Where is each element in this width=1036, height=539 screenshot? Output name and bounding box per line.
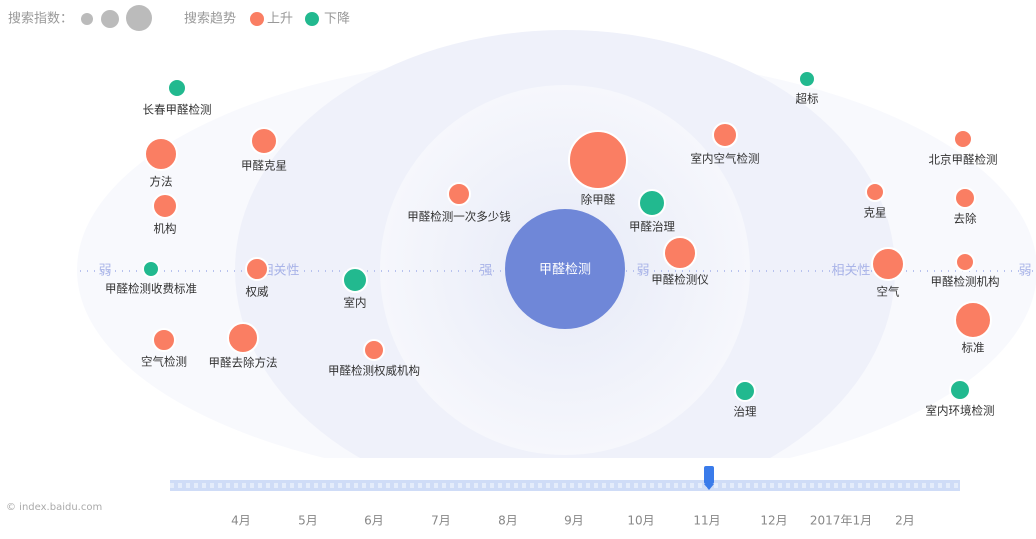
bubble-label[interactable]: 甲醛去除方法 xyxy=(209,356,278,370)
bubble[interactable] xyxy=(871,247,905,281)
legend-down-swatch xyxy=(305,12,319,26)
bubble-label[interactable]: 北京甲醛检测 xyxy=(929,153,998,167)
month-label: 9月 xyxy=(564,514,584,528)
bubble[interactable] xyxy=(142,260,160,278)
month-label: 2月 xyxy=(895,514,915,528)
bubble-label[interactable]: 机构 xyxy=(154,222,177,236)
bubble-label[interactable]: 室内 xyxy=(344,296,367,310)
month-label: 5月 xyxy=(298,514,318,528)
bubble-label[interactable]: 去除 xyxy=(954,212,977,226)
axis-label: 弱 xyxy=(1018,264,1031,279)
bubble-label[interactable]: 治理 xyxy=(734,405,757,419)
bubble[interactable] xyxy=(949,379,971,401)
bubble-label[interactable]: 甲醛治理 xyxy=(629,220,675,234)
legend-up[interactable]: 上升 xyxy=(267,12,293,27)
bubble[interactable] xyxy=(250,127,278,155)
bubble-label[interactable]: 权威 xyxy=(246,285,269,299)
bubble-label[interactable]: 克星 xyxy=(864,206,887,220)
axis-label: 相关性 xyxy=(260,264,299,279)
bubble-label[interactable]: 方法 xyxy=(150,175,173,189)
bubble-label[interactable]: 长春甲醛检测 xyxy=(143,103,212,117)
bottom-mask xyxy=(0,458,1036,539)
axis-label: 弱 xyxy=(98,264,111,279)
legend-size xyxy=(126,5,152,31)
month-label: 6月 xyxy=(364,514,384,528)
bubble[interactable] xyxy=(568,130,628,190)
bubble[interactable] xyxy=(663,236,697,270)
axis-label: 相关性 xyxy=(831,264,870,279)
legend-index-label: 搜索指数： xyxy=(8,12,73,27)
bubble[interactable] xyxy=(953,129,973,149)
bubble[interactable] xyxy=(342,267,368,293)
bubble[interactable] xyxy=(798,70,816,88)
bubble-label[interactable]: 室内环境检测 xyxy=(926,404,995,418)
bubble[interactable] xyxy=(152,328,176,352)
legend-trend-label: 搜索趋势 xyxy=(184,11,236,27)
bubble[interactable] xyxy=(227,322,259,354)
bubble[interactable] xyxy=(167,78,187,98)
legend-down[interactable]: 下降 xyxy=(324,12,350,27)
month-label: 7月 xyxy=(431,514,451,528)
bubble-label[interactable]: 室内空气检测 xyxy=(691,152,760,166)
bubble[interactable] xyxy=(954,187,976,209)
legend-size xyxy=(81,13,93,25)
month-label: 12月 xyxy=(760,514,787,528)
month-label: 4月 xyxy=(231,514,251,528)
timeline-handle[interactable] xyxy=(704,466,714,484)
bubble[interactable] xyxy=(245,257,269,281)
legend-up-swatch xyxy=(250,12,264,26)
bubble[interactable] xyxy=(955,252,975,272)
watermark: © index.baidu.com xyxy=(6,502,102,513)
bubble[interactable] xyxy=(865,182,885,202)
center-label[interactable]: 甲醛检测 xyxy=(539,262,591,278)
bubble[interactable] xyxy=(363,339,385,361)
bubble-label[interactable]: 除甲醛 xyxy=(581,193,616,207)
month-label: 8月 xyxy=(498,514,518,528)
bubble-label[interactable]: 超标 xyxy=(796,92,819,106)
bubble[interactable] xyxy=(954,301,992,339)
bubble-label[interactable]: 甲醛检测仪 xyxy=(651,273,709,287)
center-bubble[interactable] xyxy=(505,209,625,329)
bubble[interactable] xyxy=(152,193,178,219)
bubble[interactable] xyxy=(447,182,471,206)
bubble-label[interactable]: 空气检测 xyxy=(141,355,187,369)
bubble-label[interactable]: 甲醛检测权威机构 xyxy=(328,364,420,378)
timeline-handle-tip xyxy=(704,484,714,490)
bubble-label[interactable]: 甲醛检测收费标准 xyxy=(105,282,197,296)
bubble[interactable] xyxy=(734,380,756,402)
bubble-label[interactable]: 甲醛克星 xyxy=(241,159,287,173)
month-label: 10月 xyxy=(627,514,654,528)
legend-size xyxy=(101,10,119,28)
bubble-label[interactable]: 标准 xyxy=(962,341,985,355)
bubble-label[interactable]: 空气 xyxy=(877,285,900,299)
bubble[interactable] xyxy=(144,137,178,171)
bubble-label[interactable]: 甲醛检测一次多少钱 xyxy=(407,210,511,224)
month-label: 11月 xyxy=(693,514,720,528)
axis-label: 强 xyxy=(479,264,492,279)
bubble-label[interactable]: 甲醛检测机构 xyxy=(931,275,1000,289)
month-label: 2017年1月 xyxy=(810,514,872,528)
bubble[interactable] xyxy=(712,122,738,148)
bubble[interactable] xyxy=(638,189,666,217)
axis-label: 弱 xyxy=(636,264,649,279)
